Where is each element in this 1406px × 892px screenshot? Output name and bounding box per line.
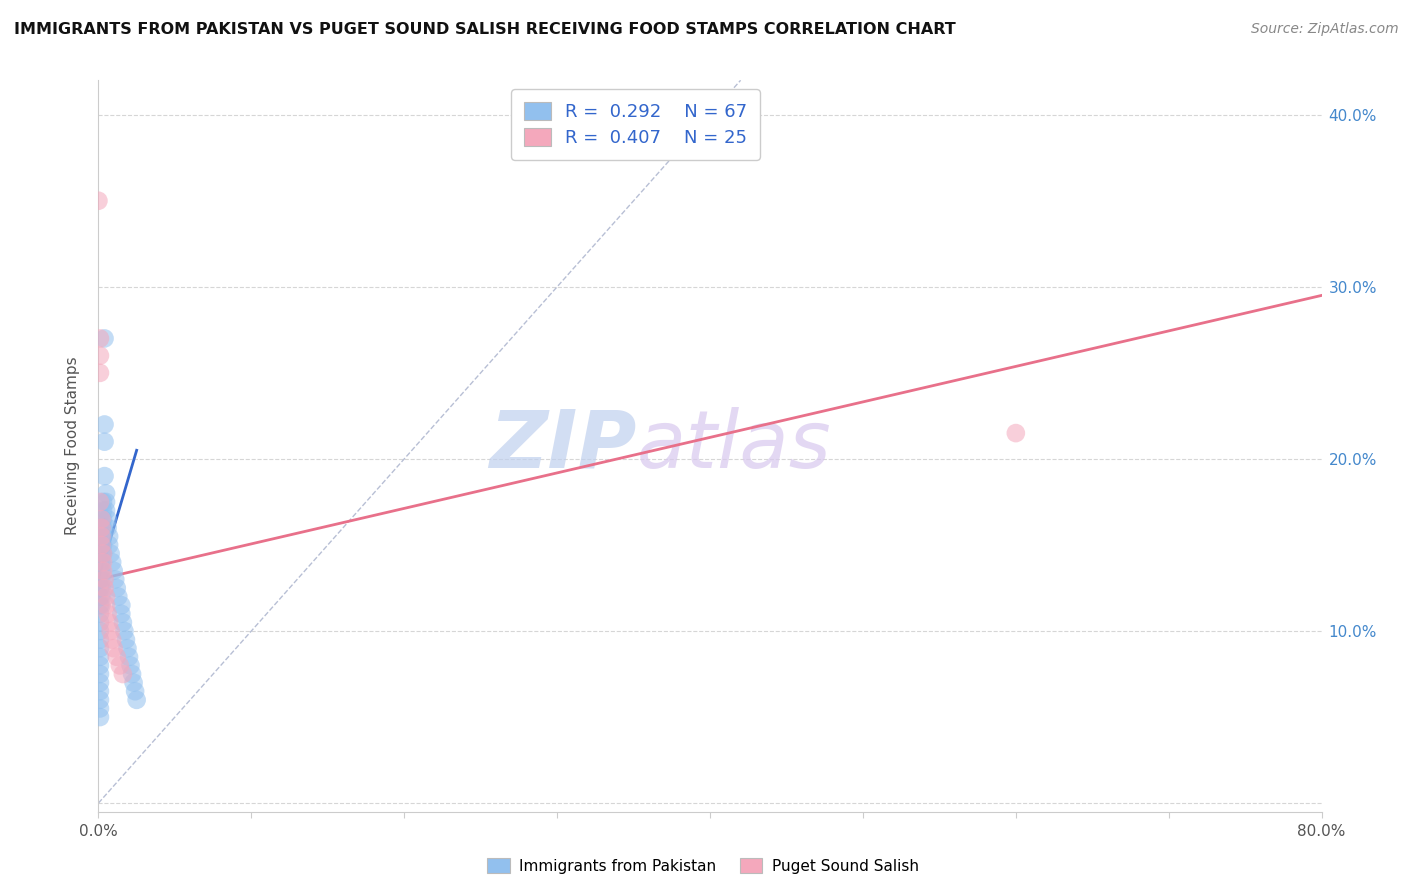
Point	[118, 649, 141, 664]
Point	[105, 581, 128, 595]
Point	[89, 632, 111, 647]
Point	[89, 607, 111, 621]
Text: ZIP: ZIP	[489, 407, 637, 485]
Point	[97, 607, 120, 621]
Point	[90, 538, 112, 552]
Point	[91, 503, 114, 517]
Point	[91, 555, 114, 569]
Point	[90, 529, 112, 543]
Point	[94, 598, 117, 612]
Point	[94, 495, 117, 509]
Point	[91, 547, 114, 561]
Point	[101, 555, 124, 569]
Point	[90, 521, 112, 535]
Point	[90, 512, 112, 526]
Point	[90, 547, 112, 561]
Point	[90, 590, 112, 604]
Point	[91, 564, 114, 578]
Point	[91, 521, 114, 535]
Point	[87, 547, 110, 561]
Point	[97, 521, 120, 535]
Point	[89, 675, 111, 690]
Point	[89, 624, 111, 638]
Point	[89, 590, 111, 604]
Point	[89, 701, 111, 715]
Point	[89, 693, 111, 707]
Text: Source: ZipAtlas.com: Source: ZipAtlas.com	[1251, 22, 1399, 37]
Point	[90, 538, 112, 552]
Y-axis label: Receiving Food Stamps: Receiving Food Stamps	[65, 357, 80, 535]
Point	[89, 710, 111, 724]
Point	[100, 624, 122, 638]
Legend: Immigrants from Pakistan, Puget Sound Salish: Immigrants from Pakistan, Puget Sound Sa…	[481, 852, 925, 880]
Point	[108, 658, 131, 673]
Point	[90, 598, 112, 612]
Point	[90, 573, 112, 587]
Point	[120, 658, 142, 673]
Point	[107, 590, 129, 604]
Point	[93, 573, 115, 587]
Point	[90, 581, 112, 595]
Point	[110, 598, 132, 612]
Point	[122, 675, 145, 690]
Point	[91, 512, 114, 526]
Point	[94, 503, 117, 517]
Point	[125, 693, 148, 707]
Point	[93, 581, 115, 595]
Point	[98, 615, 121, 630]
Point	[104, 573, 127, 587]
Point	[89, 615, 111, 630]
Point	[94, 590, 117, 604]
Point	[98, 538, 121, 552]
Point	[91, 538, 114, 552]
Point	[103, 564, 125, 578]
Point	[94, 486, 117, 500]
Point	[89, 564, 111, 578]
Text: atlas: atlas	[637, 407, 831, 485]
Point	[111, 615, 134, 630]
Point	[115, 632, 138, 647]
Point	[93, 434, 115, 449]
Point	[93, 417, 115, 432]
Point	[110, 607, 132, 621]
Point	[89, 667, 111, 681]
Point	[90, 529, 112, 543]
Point	[1004, 426, 1026, 441]
Point	[87, 194, 110, 208]
Point	[91, 495, 114, 509]
Point	[89, 581, 111, 595]
Point	[89, 331, 111, 345]
Point	[89, 641, 111, 656]
Point	[90, 564, 112, 578]
Point	[91, 529, 114, 543]
Point	[97, 512, 120, 526]
Text: IMMIGRANTS FROM PAKISTAN VS PUGET SOUND SALISH RECEIVING FOOD STAMPS CORRELATION: IMMIGRANTS FROM PAKISTAN VS PUGET SOUND …	[14, 22, 956, 37]
Point	[111, 667, 134, 681]
Point	[89, 366, 111, 380]
Point	[98, 529, 121, 543]
Point	[89, 555, 111, 569]
Point	[89, 684, 111, 698]
Point	[103, 641, 125, 656]
Point	[124, 684, 146, 698]
Point	[89, 598, 111, 612]
Point	[89, 495, 111, 509]
Point	[91, 547, 114, 561]
Point	[112, 624, 135, 638]
Point	[93, 331, 115, 345]
Point	[90, 555, 112, 569]
Point	[100, 547, 122, 561]
Point	[89, 649, 111, 664]
Point	[89, 573, 111, 587]
Point	[89, 658, 111, 673]
Point	[105, 649, 128, 664]
Point	[101, 632, 124, 647]
Point	[121, 667, 143, 681]
Legend: R =  0.292    N = 67, R =  0.407    N = 25: R = 0.292 N = 67, R = 0.407 N = 25	[512, 89, 761, 160]
Point	[87, 529, 110, 543]
Point	[89, 349, 111, 363]
Point	[117, 641, 139, 656]
Point	[93, 469, 115, 483]
Point	[90, 521, 112, 535]
